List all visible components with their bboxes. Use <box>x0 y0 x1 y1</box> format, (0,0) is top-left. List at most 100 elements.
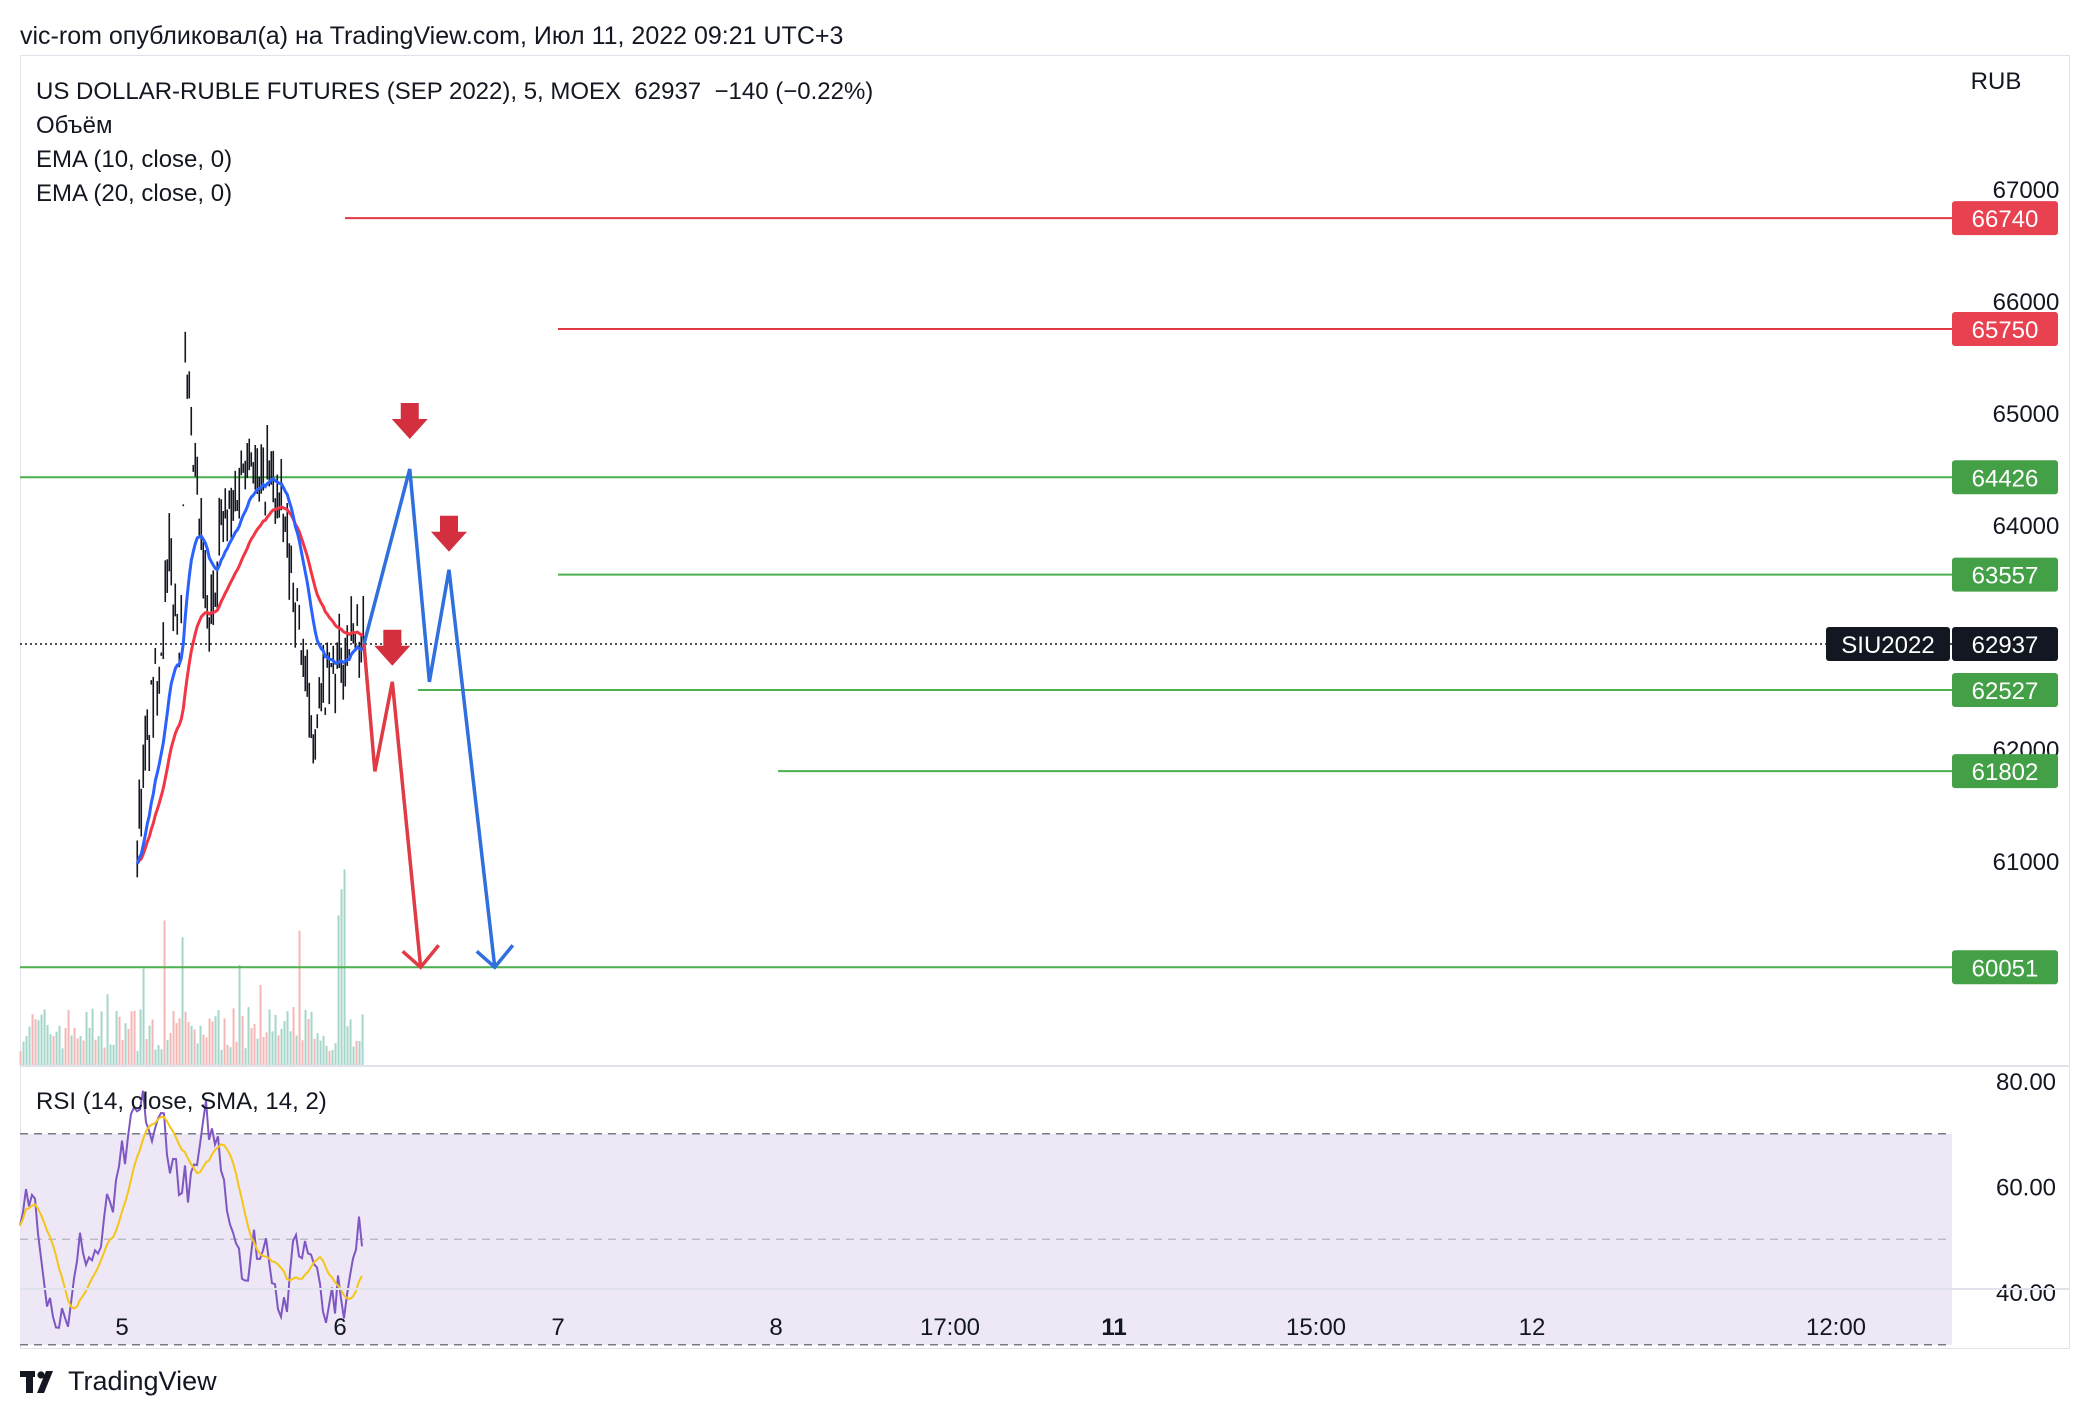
sell-arrow-icon <box>374 629 411 666</box>
volume-bar <box>154 1049 157 1066</box>
rsi-legend[interactable]: RSI (14, close, SMA, 14, 2) <box>36 1088 327 1115</box>
volume-bar <box>124 1023 127 1066</box>
volume-bar <box>19 1050 22 1066</box>
volume-bar <box>196 1043 199 1066</box>
volume-bar <box>184 1011 187 1066</box>
volume-bar <box>310 1011 313 1066</box>
volume-bar <box>148 1025 151 1066</box>
rsi-tick-label: 60.00 <box>1996 1175 2056 1202</box>
volume-bar <box>283 1021 286 1066</box>
volume-bar <box>109 1044 112 1066</box>
last-price: 62937 <box>634 78 702 105</box>
legend: US DOLLAR-RUBLE FUTURES (SEP 2022), 5, M… <box>36 75 873 211</box>
support-tag-bg <box>1952 557 2058 592</box>
volume-bar <box>112 1044 115 1066</box>
rsi-sma-line <box>19 1116 363 1310</box>
volume-bar <box>286 1011 289 1066</box>
time-tick-label: 17:00 <box>920 1314 980 1341</box>
legend-ema-fast[interactable]: EMA (10, close, 0) <box>36 146 233 173</box>
support-tag: 63557 <box>1972 563 2039 590</box>
price-tick-label: 67000 <box>1993 177 2060 204</box>
volume-bar <box>139 1009 142 1066</box>
volume-bar <box>361 1014 364 1066</box>
volume-bar <box>175 1023 178 1066</box>
time-tick-label: 12:00 <box>1806 1314 1866 1341</box>
volume-bar <box>61 1048 64 1066</box>
volume-bar <box>208 1018 211 1066</box>
volume-bar <box>127 1028 130 1066</box>
volume-bar <box>115 1010 118 1066</box>
volume-bar <box>226 1044 229 1066</box>
volume-bar <box>106 994 109 1066</box>
price-tick-label: 66000 <box>1993 289 2060 316</box>
volume-bar <box>157 1045 160 1066</box>
volume-bar <box>313 1038 316 1066</box>
volume-bar <box>256 1038 259 1066</box>
volume-bar <box>151 1019 154 1066</box>
volume-bar <box>220 1049 223 1066</box>
level-lines <box>20 217 1952 969</box>
volume-bar <box>250 1028 253 1066</box>
volume-bar <box>307 1018 310 1066</box>
volume-bar <box>325 1045 328 1066</box>
time-tick-label: 5 <box>115 1314 128 1341</box>
volume-bar <box>130 1011 133 1066</box>
volume-bar <box>67 1010 70 1066</box>
volume-bar <box>229 1047 232 1066</box>
volume-bar <box>142 968 145 1066</box>
time-tick-label: 7 <box>551 1314 564 1341</box>
support-tag-bg <box>1952 460 2058 495</box>
volume-bar <box>265 1032 268 1066</box>
time-axis: 5 6 7 8 17:00 11 15:00 12 12:00 <box>20 1288 2070 1341</box>
rsi-tick-label: 40.00 <box>1996 1280 2056 1307</box>
instrument-name: US DOLLAR-RUBLE FUTURES (SEP 2022), 5, M… <box>36 78 622 105</box>
volume-bar <box>223 1018 226 1066</box>
volume-bar <box>103 1047 106 1066</box>
volume-bar <box>166 1039 169 1066</box>
support-tag: 60051 <box>1972 955 2039 982</box>
volume-bar <box>247 1007 250 1066</box>
last-price-tag-bg <box>1952 627 2058 662</box>
volume-bar <box>211 1021 214 1066</box>
volume-bar <box>349 1019 352 1066</box>
volume-bar <box>40 1014 43 1066</box>
legend-volume[interactable]: Объём <box>36 112 113 139</box>
time-tick-label: 15:00 <box>1286 1314 1346 1341</box>
volume-bar <box>352 1046 355 1066</box>
resistance-tag-bg <box>1952 312 2058 346</box>
volume-bar <box>241 1016 244 1066</box>
chart-frame[interactable] <box>20 55 2070 1349</box>
volume-bar <box>34 1019 37 1066</box>
volume-bar <box>49 1034 52 1066</box>
volume-bar <box>271 1031 274 1066</box>
forecast-paths <box>362 403 515 970</box>
volume-bar <box>145 1039 148 1066</box>
volume-bar <box>217 1010 220 1066</box>
forecast-red-path <box>362 643 423 968</box>
volume-bar <box>280 1028 283 1066</box>
volume-bar <box>64 1028 67 1066</box>
volume-bar <box>88 1027 91 1066</box>
volume-bar <box>73 1027 76 1066</box>
volume-bar <box>172 1011 175 1066</box>
rsi-pane: 80.00 60.00 40.00 <box>19 1065 2070 1346</box>
volume-bar <box>259 984 262 1066</box>
volume-bar <box>322 1035 325 1066</box>
volume-bar <box>205 1037 208 1066</box>
volume-bar <box>346 1026 349 1066</box>
time-tick-label: 8 <box>769 1314 782 1341</box>
volume-bar <box>277 1035 280 1066</box>
price-series <box>135 331 365 878</box>
footer: TradingView <box>20 1366 217 1397</box>
volume-bar <box>85 1012 88 1066</box>
volume-bar <box>181 937 184 1066</box>
legend-ema-slow[interactable]: EMA (20, close, 0) <box>36 180 233 207</box>
volume-bar <box>295 1035 298 1066</box>
volume-bar <box>193 1029 196 1066</box>
volume-bars <box>19 869 364 1066</box>
volume-bar <box>97 1036 100 1066</box>
legend-instrument-row[interactable]: US DOLLAR-RUBLE FUTURES (SEP 2022), 5, M… <box>36 75 873 109</box>
forecast-blue-path <box>362 468 497 968</box>
volume-bar <box>235 1041 238 1066</box>
